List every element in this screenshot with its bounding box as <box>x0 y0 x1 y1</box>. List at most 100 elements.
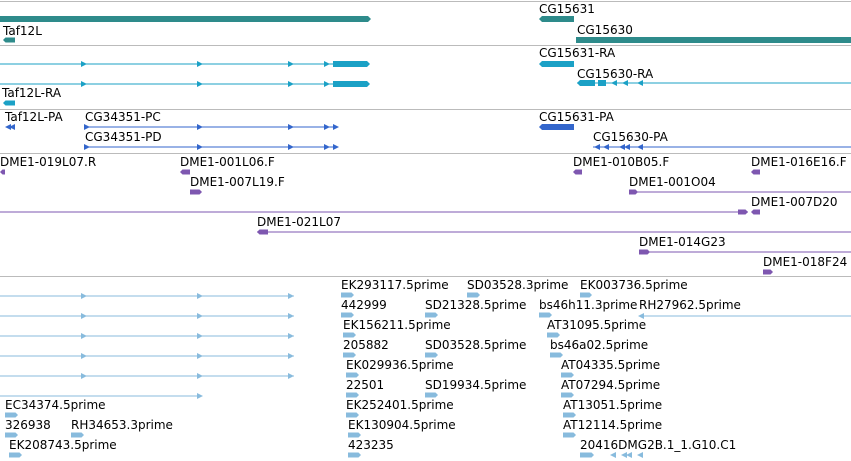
est-block <box>9 452 22 458</box>
est-block <box>343 352 356 358</box>
est-label[interactable]: bs46a02.5prime <box>550 338 649 352</box>
strand-arrow-left-icon <box>5 124 11 130</box>
est-block <box>580 292 592 298</box>
est-block <box>467 292 480 298</box>
clone-label-016e16[interactable]: DME1-016E16.F <box>751 155 847 169</box>
mrna-label-taf12l-ra[interactable]: Taf12L-RA <box>2 86 62 100</box>
strand-arrow-right-icon <box>288 61 294 67</box>
cds-block <box>539 124 574 130</box>
est-label[interactable]: EC34374.5prime <box>5 398 106 412</box>
est-label[interactable]: EK130904.5prime <box>348 418 456 432</box>
est-label[interactable]: 22501 <box>346 378 385 392</box>
est-block <box>561 372 574 378</box>
est-label[interactable]: 326938 <box>5 418 51 432</box>
est-block <box>425 392 438 398</box>
strand-arrow-right-icon <box>197 293 203 299</box>
est-label[interactable]: EK003736.5prime <box>580 278 688 292</box>
est-block <box>348 452 361 458</box>
exon <box>333 61 370 67</box>
strand-arrow-right-icon <box>324 124 330 130</box>
clone-label-018f24[interactable]: DME1-018F24 <box>763 255 848 269</box>
est-label[interactable]: AT07294.5prime <box>561 378 661 392</box>
est-block <box>341 312 354 318</box>
est-label[interactable]: AT31095.5prime <box>547 318 647 332</box>
est-block <box>563 412 576 418</box>
exon <box>333 81 370 87</box>
clone-label-010b05[interactable]: DME1-010B05.F <box>573 155 670 169</box>
est-block <box>5 412 18 418</box>
est-label[interactable]: SD03528.5prime <box>425 338 527 352</box>
strand-arrow-right-icon <box>81 61 87 67</box>
est-block <box>5 432 18 438</box>
est-label[interactable]: 423235 <box>348 438 394 452</box>
strand-arrow-right-icon <box>84 124 90 130</box>
strand-arrow-left-icon <box>638 313 644 319</box>
est-label[interactable]: 20416DMG2B.1_1.G10.C1 <box>580 438 737 452</box>
mrna-label-cg15630-ra[interactable]: CG15630-RA <box>577 67 654 81</box>
est-label[interactable]: bs46h11.3prime <box>539 298 638 312</box>
gene-bar-cg15630 <box>576 37 851 43</box>
est-label[interactable]: 442999 <box>341 298 387 312</box>
cds-label-cg34351-pc[interactable]: CG34351-PC <box>85 110 161 124</box>
est-label[interactable]: 205882 <box>343 338 389 352</box>
strand-arrow-right-icon <box>197 333 203 339</box>
clone-end <box>190 189 202 195</box>
est-label[interactable]: SD19934.5prime <box>425 378 527 392</box>
strand-arrow-left-icon <box>621 452 627 458</box>
strand-arrow-left-icon <box>610 452 616 458</box>
strand-arrow-right-icon <box>324 81 330 87</box>
est-label[interactable]: AT12114.5prime <box>563 418 663 432</box>
cds-label-cg34351-pd[interactable]: CG34351-PD <box>85 130 162 144</box>
est-label[interactable]: RH34653.3prime <box>71 418 173 432</box>
strand-arrow-left-icon <box>594 144 600 150</box>
est-block <box>547 332 560 338</box>
strand-arrow-right-icon <box>81 81 87 87</box>
est-block <box>561 392 574 398</box>
strand-arrow-right-icon <box>197 144 203 150</box>
est-label[interactable]: AT13051.5prime <box>563 398 663 412</box>
strand-arrow-right-icon <box>333 124 339 130</box>
est-label[interactable]: EK156211.5prime <box>343 318 451 332</box>
est-block <box>341 292 354 298</box>
strand-arrow-right-icon <box>81 353 87 359</box>
clone-end <box>763 269 773 275</box>
exon <box>598 80 606 86</box>
clone-label-001o04[interactable]: DME1-001O04 <box>629 175 716 189</box>
exon <box>3 100 15 106</box>
est-label[interactable]: SD21328.5prime <box>425 298 527 312</box>
strand-arrow-left-icon <box>637 452 643 458</box>
clone-label-021l07[interactable]: DME1-021L07 <box>257 215 341 229</box>
est-block <box>346 412 359 418</box>
cds-label-taf12l-pa[interactable]: Taf12L-PA <box>5 110 63 124</box>
clone-label-019l07[interactable]: DME1-019L07.R <box>0 155 97 169</box>
strand-arrow-right-icon <box>288 353 294 359</box>
cds-label-cg15631-pa[interactable]: CG15631-PA <box>539 110 614 124</box>
gene-bar-cg15631 <box>539 16 574 22</box>
est-label[interactable]: EK252401.5prime <box>346 398 454 412</box>
est-label[interactable]: EK029936.5prime <box>346 358 454 372</box>
clone-end <box>180 169 190 175</box>
strand-arrow-right-icon <box>288 373 294 379</box>
strand-arrow-right-icon <box>288 333 294 339</box>
est-label[interactable]: AT04335.5prime <box>561 358 661 372</box>
clone-label-001l06[interactable]: DME1-001L06.F <box>180 155 275 169</box>
est-label[interactable]: EK208743.5prime <box>9 438 117 452</box>
clone-label-007l19[interactable]: DME1-007L19.F <box>190 175 285 189</box>
est-label[interactable]: RH27962.5prime <box>639 298 741 312</box>
gene-label-taf12l[interactable]: Taf12L <box>3 24 42 38</box>
strand-arrow-right-icon <box>81 333 87 339</box>
cds-label-cg15630-pa[interactable]: CG15630-PA <box>593 130 668 144</box>
est-label[interactable]: EK293117.5prime <box>341 278 449 292</box>
strand-arrow-right-icon <box>84 144 90 150</box>
gene-label-cg15630[interactable]: CG15630 <box>577 23 633 37</box>
est-label[interactable]: SD03528.3prime <box>467 278 569 292</box>
clone-label-014g23[interactable]: DME1-014G23 <box>639 235 726 249</box>
gene-label-cg15631[interactable]: CG15631 <box>539 2 595 16</box>
strand-arrow-right-icon <box>324 61 330 67</box>
clone-label-007d20[interactable]: DME1-007D20 <box>751 195 838 209</box>
strand-arrow-right-icon <box>197 313 203 319</box>
strand-arrow-right-icon <box>197 81 203 87</box>
est-block <box>550 352 563 358</box>
mrna-label-cg15631-ra[interactable]: CG15631-RA <box>539 46 616 60</box>
